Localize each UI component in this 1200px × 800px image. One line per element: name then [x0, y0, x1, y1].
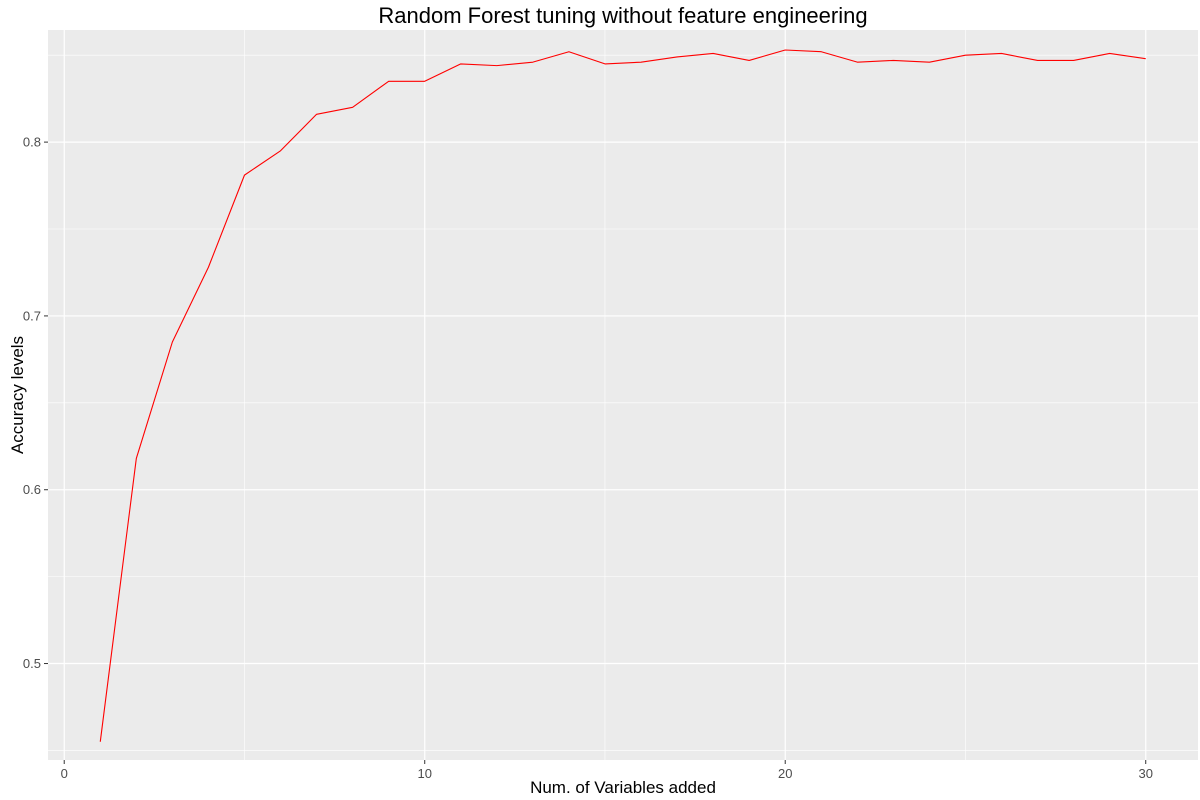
- tick-labels: 0 10 20 30 0.5 0.6 0.7 0.8: [23, 135, 1153, 781]
- y-axis-title: Accuracy levels: [8, 336, 27, 454]
- y-tick-label: 0.7: [23, 308, 41, 323]
- y-tick-label: 0.5: [23, 656, 41, 671]
- x-tick-label: 0: [61, 766, 68, 781]
- y-tick-label: 0.8: [23, 135, 41, 150]
- axis-ticks: [44, 141, 1147, 764]
- x-tick-label: 30: [1138, 766, 1152, 781]
- x-axis-title: Num. of Variables added: [530, 778, 716, 797]
- series-layer: [99, 49, 1146, 742]
- plot-background: [48, 30, 1198, 760]
- x-tick-label: 10: [417, 766, 431, 781]
- major-grid: [48, 30, 1198, 760]
- accuracy-line: [99, 49, 1146, 742]
- y-tick-label: 0.6: [23, 482, 41, 497]
- x-tick-label: 20: [778, 766, 792, 781]
- chart-title: Random Forest tuning without feature eng…: [378, 3, 867, 28]
- minor-grid: [48, 30, 1198, 760]
